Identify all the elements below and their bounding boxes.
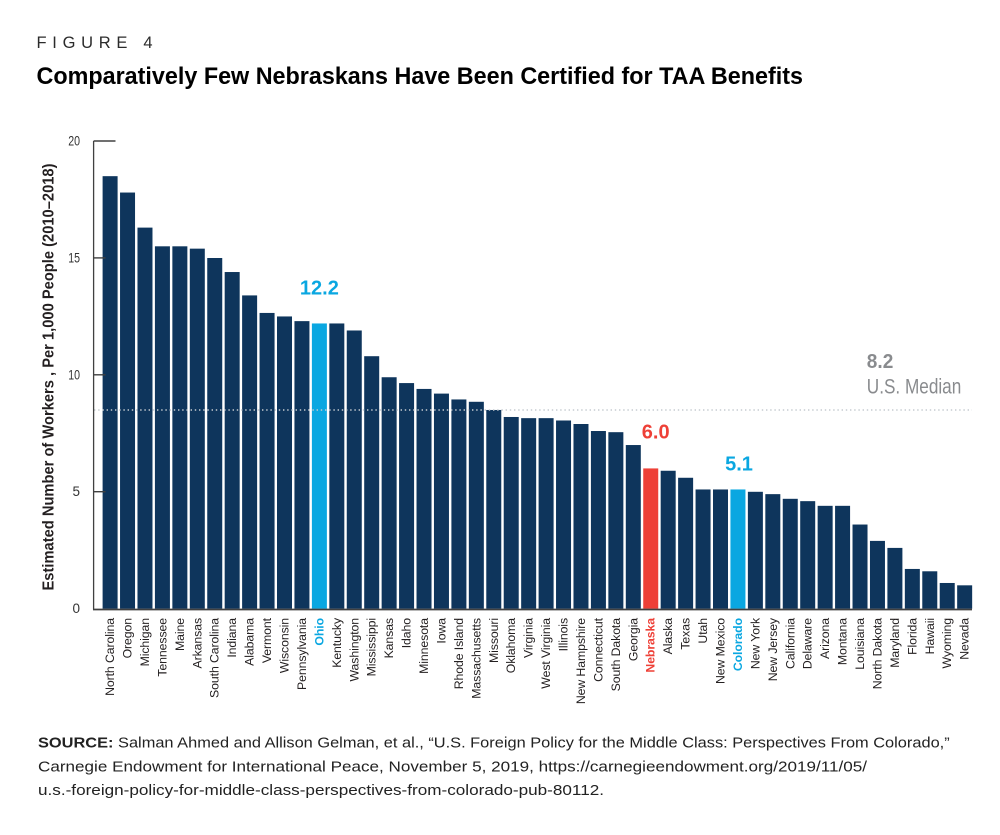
svg-text:New Hampshire: New Hampshire [574, 618, 588, 704]
svg-text:New York: New York [748, 617, 762, 669]
svg-text:Louisiana: Louisiana [853, 618, 867, 670]
svg-text:New Mexico: New Mexico [714, 618, 728, 684]
svg-text:Utah: Utah [696, 618, 710, 644]
svg-text:Carnegie Endowment for Interna: Carnegie Endowment for International Pea… [38, 758, 868, 775]
svg-text:Pennsylvania: Pennsylvania [295, 618, 309, 690]
svg-text:Kentucky: Kentucky [330, 617, 344, 668]
svg-text:Minnesota: Minnesota [417, 618, 431, 674]
svg-text:Connecticut: Connecticut [591, 617, 605, 682]
svg-text:California: California [783, 618, 797, 669]
svg-text:Oregon: Oregon [121, 618, 135, 659]
svg-text:Georgia: Georgia [626, 618, 640, 661]
svg-text:8.2: 8.2 [867, 350, 894, 373]
svg-text:Tennessee: Tennessee [155, 618, 169, 677]
svg-text:5.1: 5.1 [725, 454, 753, 476]
svg-text:Indiana: Indiana [225, 618, 239, 658]
svg-text:10: 10 [68, 367, 80, 382]
svg-text:U.S. Median: U.S. Median [867, 376, 962, 399]
svg-text:Texas: Texas [679, 618, 693, 650]
svg-text:6.0: 6.0 [642, 422, 670, 444]
svg-text:Colorado: Colorado [731, 617, 745, 671]
svg-text:Maryland: Maryland [888, 618, 902, 668]
svg-text:Oklahoma: Oklahoma [504, 618, 518, 674]
svg-text:Massachusetts: Massachusetts [469, 618, 483, 699]
svg-text:0: 0 [72, 601, 80, 616]
svg-text:South Carolina: South Carolina [208, 618, 222, 698]
svg-text:Iowa: Iowa [434, 618, 448, 644]
svg-text:Virginia: Virginia [522, 618, 536, 658]
svg-text:20: 20 [68, 134, 80, 149]
svg-text:Nebraska: Nebraska [644, 618, 658, 673]
svg-text:5: 5 [72, 484, 80, 499]
svg-text:15: 15 [68, 250, 80, 265]
svg-text:Arizona: Arizona [818, 618, 832, 659]
svg-text:Estimated Number of Workers ,: Estimated Number of Workers , Per 1,000 … [41, 164, 58, 591]
svg-text:New Jersey: New Jersey [766, 617, 780, 681]
svg-text:Vermont: Vermont [260, 617, 274, 663]
svg-text:Mississippi: Mississippi [365, 618, 379, 676]
svg-text:West Virginia: West Virginia [539, 618, 553, 689]
svg-text:Alabama: Alabama [243, 618, 257, 666]
svg-text:Delaware: Delaware [801, 618, 815, 669]
svg-text:Wyoming: Wyoming [940, 618, 954, 669]
svg-text:North Dakota: North Dakota [870, 618, 884, 690]
svg-text:Nevada: Nevada [958, 618, 972, 660]
svg-text:Illinois: Illinois [557, 618, 571, 651]
svg-text:Alaska: Alaska [661, 618, 675, 655]
svg-text:12.2: 12.2 [300, 278, 339, 300]
svg-text:Maine: Maine [173, 618, 187, 651]
svg-text:Michigan: Michigan [138, 618, 152, 667]
svg-text:Wisconsin: Wisconsin [278, 618, 292, 673]
svg-text:SOURCE: Salman Ahmed and Allis: SOURCE: Salman Ahmed and Allison Gelman,… [38, 735, 950, 752]
svg-text:u.s.-foreign-policy-for-middle: u.s.-foreign-policy-for-middle-class-per… [38, 782, 604, 799]
svg-text:Rhode Island: Rhode Island [452, 618, 466, 690]
svg-text:Washington: Washington [347, 618, 361, 682]
svg-text:South Dakota: South Dakota [609, 618, 623, 692]
svg-text:Comparatively Few Nebraskans H: Comparatively Few Nebraskans Have Been C… [37, 63, 804, 90]
svg-text:Missouri: Missouri [487, 618, 501, 663]
svg-text:Hawaii: Hawaii [923, 618, 937, 654]
svg-text:Kansas: Kansas [382, 618, 396, 658]
svg-text:Arkansas: Arkansas [190, 618, 204, 668]
svg-text:Montana: Montana [836, 618, 850, 665]
svg-text:Idaho: Idaho [400, 618, 414, 649]
svg-text:North Carolina: North Carolina [103, 618, 117, 696]
svg-text:FIGURE 4: FIGURE 4 [37, 34, 156, 52]
svg-text:Ohio: Ohio [312, 617, 326, 645]
svg-text:Florida: Florida [905, 618, 919, 655]
